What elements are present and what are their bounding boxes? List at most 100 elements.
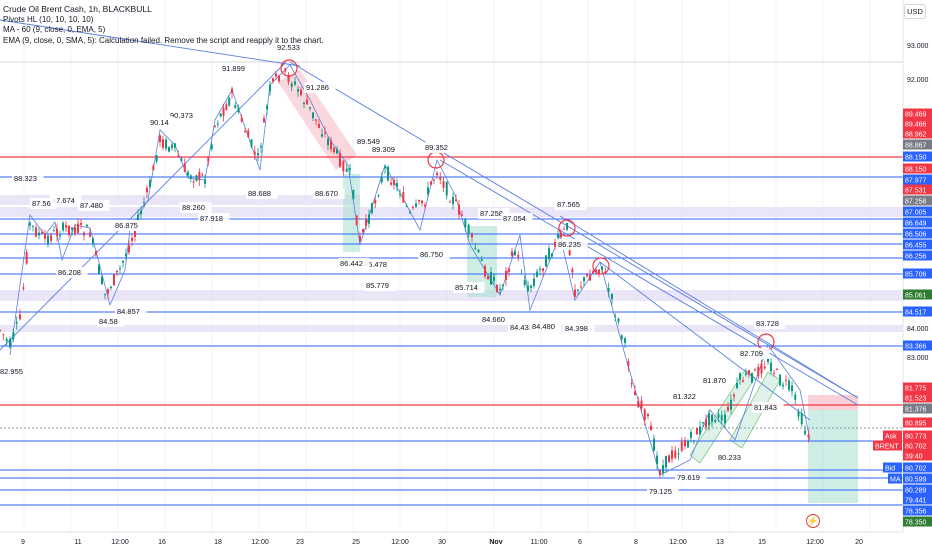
candle-body <box>155 155 158 162</box>
candle-body <box>527 285 529 291</box>
candle-body <box>433 179 435 181</box>
pivot-label: 84.398 <box>565 324 588 333</box>
price-tag <box>903 108 932 119</box>
pivot-label: 89.309 <box>372 145 395 154</box>
time-tick: 9 <box>21 539 25 546</box>
candle-body <box>449 201 451 203</box>
candle-body <box>662 465 664 474</box>
pivot-label: 86.875 <box>115 221 138 230</box>
pivot-label: 89.549 <box>357 137 380 146</box>
pivot-label: 91.286 <box>306 83 329 92</box>
indicator-ema[interactable]: EMA (9, close, 0, SMA, 5): Calculation f… <box>3 35 324 45</box>
price-tag-label: 89.466 <box>905 122 927 129</box>
pivot-label-bg <box>362 259 394 270</box>
price-tag-label: 80.702 <box>905 444 927 451</box>
candle-body <box>418 199 420 202</box>
candle-body <box>668 455 670 463</box>
price-tag-label: 39:40 <box>905 454 923 461</box>
chart-legend: Crude Oil Brent Cash, 1h, BLACKBULL Pivo… <box>3 4 324 46</box>
candle-body <box>101 276 103 285</box>
candle-body <box>309 106 311 109</box>
pivot-label-bg <box>370 144 402 155</box>
candle-body <box>611 293 613 300</box>
candle-body <box>35 227 37 237</box>
candle-body <box>287 74 290 82</box>
candle-body <box>74 227 76 234</box>
candle-body <box>300 89 302 95</box>
pivot-label-bg <box>738 348 770 359</box>
candle-body <box>592 271 594 274</box>
symbol-title[interactable]: Crude Oil Brent Cash, 1h, BLACKBULL <box>3 4 152 14</box>
candle-body <box>785 379 787 381</box>
price-tag-label: 79.441 <box>905 498 927 505</box>
price-tag-label: 85.706 <box>905 272 927 279</box>
pivot-label: 87.258 <box>480 209 503 218</box>
candle-body <box>782 384 784 387</box>
price-tag <box>903 139 932 150</box>
pivot-label: 87.56 <box>32 199 51 208</box>
candle-body <box>614 315 617 317</box>
candle-body <box>514 250 516 256</box>
currency-button[interactable]: USD <box>904 4 926 19</box>
time-tick: 30 <box>438 539 446 546</box>
indicator-ma[interactable]: MA - 60 (9, close, 0, EMA, 5) <box>3 25 106 34</box>
candle-body <box>471 234 473 238</box>
pivot-marker-circle <box>280 59 298 77</box>
candle-body <box>598 269 600 274</box>
indicator-pivots[interactable]: Pivots HL (10, 10, 10, 10) <box>3 14 94 24</box>
candle-body <box>339 153 341 167</box>
pivot-label-bg <box>313 188 345 199</box>
candle-body <box>754 369 756 371</box>
pivot-label-bg <box>338 258 370 269</box>
candle-body <box>779 374 781 386</box>
price-tag <box>903 184 932 195</box>
price-tag-label: 80.895 <box>905 421 927 428</box>
time-tick: 25 <box>352 539 360 546</box>
candle-body <box>724 414 726 424</box>
lightning-icon[interactable]: ⚡ <box>806 514 820 528</box>
pivot-label: 86.478 <box>364 260 387 269</box>
candle-body <box>794 394 797 400</box>
pivot-label-bg <box>480 314 512 325</box>
candle-body <box>134 230 136 237</box>
candle-body <box>412 207 414 209</box>
candle-body <box>171 144 173 148</box>
price-tag <box>903 250 932 261</box>
candle-body <box>146 187 148 193</box>
candle-body <box>742 380 744 382</box>
candle-body <box>650 425 652 431</box>
candle-body <box>640 400 643 409</box>
time-tick: 18 <box>214 539 222 546</box>
candle-body <box>168 146 170 152</box>
pivot-label-bg <box>50 195 82 206</box>
side-tag-label: Bid <box>885 466 895 473</box>
candle-body <box>116 270 118 273</box>
candle-body <box>580 286 582 288</box>
price-tag <box>903 118 932 129</box>
candle-body <box>607 288 610 292</box>
candle-body <box>430 181 432 185</box>
candle-body <box>59 235 61 237</box>
candle-body <box>773 372 775 374</box>
price-tag <box>903 268 932 279</box>
candle-body <box>757 366 760 377</box>
pivot-label-bg <box>78 200 110 211</box>
candle-body <box>240 117 243 122</box>
candle-body <box>677 453 680 455</box>
time-tick: 20 <box>855 539 863 546</box>
candle-body <box>159 135 161 143</box>
price-tag <box>903 392 932 403</box>
time-tick: 15 <box>758 539 766 546</box>
candle-body <box>306 99 308 105</box>
price-tag-label: 86.506 <box>905 232 927 239</box>
candle-body <box>415 203 417 207</box>
candle-body <box>627 361 630 367</box>
candle-body <box>152 165 155 171</box>
price-tag <box>903 206 932 217</box>
candle-body <box>225 104 228 111</box>
candle-body <box>377 195 380 197</box>
candle-body <box>671 450 673 459</box>
candle-body <box>25 252 28 264</box>
